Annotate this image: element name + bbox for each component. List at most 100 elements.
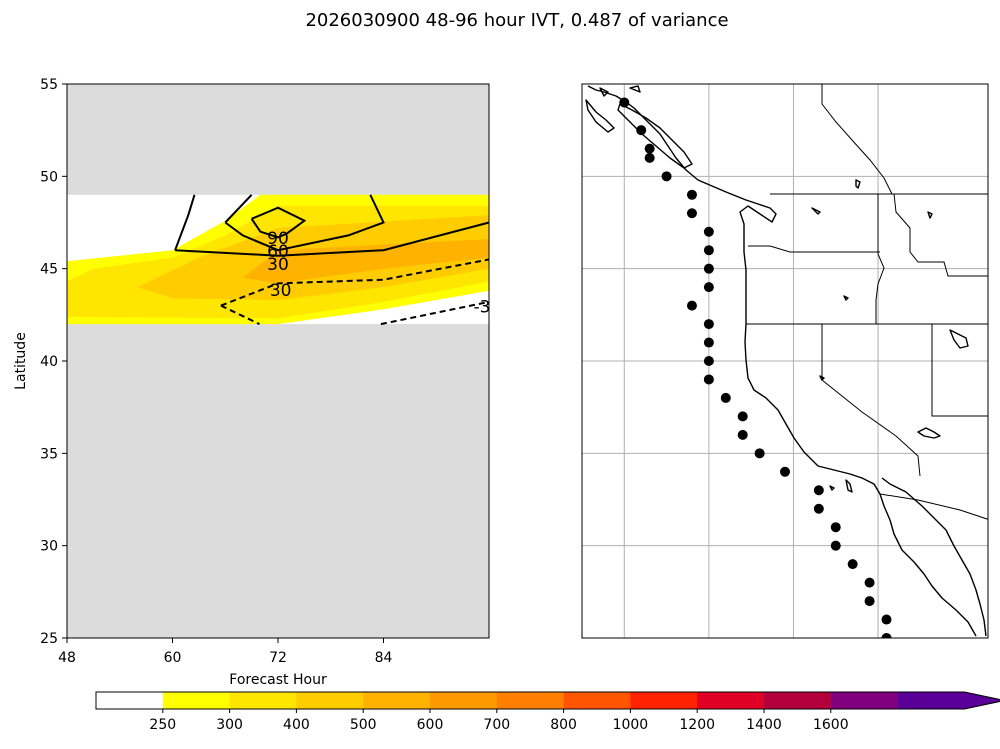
y-tick-label: 45 — [40, 262, 58, 278]
canada-province-border — [821, 84, 893, 195]
y-tick-label: 30 — [40, 539, 58, 555]
station-marker — [703, 374, 714, 385]
station-marker — [754, 448, 765, 459]
station-marker — [703, 282, 714, 293]
colorbar-bin — [630, 692, 698, 709]
lake-1 — [855, 179, 861, 189]
colorbar-bin — [363, 692, 431, 709]
contour-line-60 — [224, 194, 253, 224]
contour-label: 60 — [267, 242, 289, 262]
station-marker — [686, 189, 697, 200]
filled-contour-500 — [242, 239, 489, 284]
baja-coast — [881, 477, 987, 637]
idaho-border — [875, 194, 885, 324]
contour-line-neg30 — [220, 258, 490, 307]
colorbar-bin — [697, 692, 765, 709]
station-marker — [703, 319, 714, 330]
lake-2 — [917, 427, 941, 439]
station-marker — [636, 125, 647, 136]
contour-label: 90 — [267, 229, 289, 249]
colorbar-tick-label: 700 — [483, 717, 510, 733]
colorbar-bin — [563, 692, 631, 709]
station-marker — [780, 466, 790, 477]
station-marker — [686, 208, 697, 219]
station-marker — [703, 337, 714, 348]
colorbar-tick-label: 1600 — [813, 717, 849, 733]
colorbar-tick-label: 600 — [417, 717, 444, 733]
colorbar-bin — [764, 692, 832, 709]
y-tick-label: 55 — [40, 77, 58, 93]
colorbar-bin — [162, 692, 231, 709]
contour-line-30 — [175, 221, 490, 257]
colorbar-outline — [95, 691, 1000, 710]
station-marker — [661, 171, 672, 182]
map-frame — [581, 83, 989, 639]
colorbar-extend-arrow — [897, 692, 1000, 709]
x-tick-label: 60 — [164, 650, 182, 666]
station-marker — [847, 559, 858, 570]
colorbar-tick-label: 250 — [149, 717, 176, 733]
station-markers — [619, 97, 892, 638]
y-tick-label: 25 — [40, 631, 58, 647]
contour-label: -3 — [473, 297, 490, 317]
y-axis-label: Latitude — [13, 332, 29, 390]
station-marker — [813, 503, 824, 514]
x-tick-label: 48 — [58, 650, 76, 666]
station-marker — [813, 485, 824, 496]
contour-line-neg30 — [380, 300, 490, 326]
station-marker — [644, 152, 655, 163]
station-marker — [881, 614, 892, 625]
x-axis-label: Forecast Hour — [229, 672, 327, 688]
colorbar-bin — [96, 692, 164, 709]
x-axis-ticks: 48 60 72 84 — [58, 638, 392, 666]
figure-title: 2026030900 48-96 hour IVT, 0.487 of vari… — [305, 10, 728, 31]
colorbar-bin — [830, 692, 899, 709]
missing-data-background — [67, 84, 489, 638]
colorbar-bin — [229, 692, 297, 709]
contour-line-30 — [174, 194, 196, 251]
colorbar-tick-label: 400 — [283, 717, 310, 733]
station-marker — [864, 577, 875, 588]
vancouver-island — [617, 103, 693, 169]
colorbar-tick-label: 1400 — [746, 717, 782, 733]
idaho-montana-border — [893, 193, 988, 277]
station-map-panel — [581, 83, 989, 639]
colorbar-bin — [496, 692, 565, 709]
y-axis-ticks: 25 30 35 40 45 50 55 — [40, 77, 67, 647]
contour-line-neg30 — [220, 304, 260, 326]
contour-label: 30 — [270, 281, 292, 301]
station-marker — [644, 143, 655, 154]
coastline — [587, 85, 977, 637]
contour-line-60 — [224, 194, 385, 252]
contour-label: 30 — [267, 255, 289, 275]
x-tick-label: 84 — [375, 650, 393, 666]
colorbar-tick-label: 1000 — [613, 717, 649, 733]
station-marker — [686, 300, 697, 311]
station-marker — [703, 356, 714, 366]
washington-oregon-border — [748, 245, 880, 253]
station-marker — [619, 97, 630, 108]
colorbar-tick-label: 800 — [550, 717, 577, 733]
station-marker — [703, 263, 714, 274]
political-borders — [746, 84, 988, 520]
station-marker — [864, 596, 875, 607]
y-tick-label: 50 — [40, 169, 58, 185]
contour-line-90 — [250, 206, 307, 239]
station-marker — [703, 226, 714, 237]
us-mexico-border — [879, 493, 988, 520]
station-marker — [703, 245, 714, 256]
station-marker — [737, 429, 748, 440]
y-tick-label: 40 — [40, 354, 58, 370]
colorbar-tick-label: 300 — [216, 717, 243, 733]
colorbar-tick-label: 1200 — [679, 717, 715, 733]
station-marker — [830, 522, 841, 533]
colorbar: 250 300 400 500 600 700 800 1000 1200 1400 1600 — [95, 691, 1000, 733]
nevada-utah-border — [931, 324, 988, 417]
california-nevada-border — [821, 324, 921, 477]
station-marker — [881, 633, 892, 638]
colorbar-tick-label: 500 — [350, 717, 377, 733]
station-marker — [737, 411, 748, 422]
